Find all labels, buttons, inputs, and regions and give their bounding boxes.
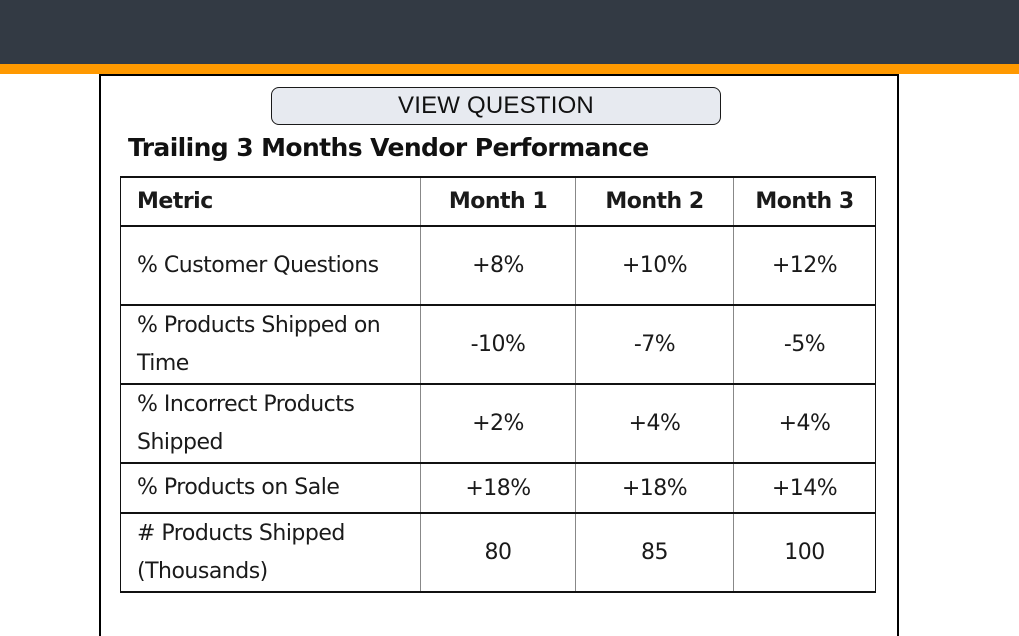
table-row: % Incorrect Products Shipped +2% +4% +4% — [120, 383, 876, 464]
column-header-metric: Metric — [120, 176, 421, 227]
value-cell: +8% — [420, 225, 576, 306]
value-cell: +12% — [733, 225, 876, 306]
column-header-month-2: Month 2 — [575, 176, 734, 227]
value-cell: +2% — [420, 383, 576, 464]
metric-cell: % Customer Questions — [120, 225, 421, 306]
value-cell: +4% — [575, 383, 734, 464]
table-row: # Products Shipped (Thousands) 80 85 100 — [120, 512, 876, 593]
vendor-performance-table: Metric Month 1 Month 2 Month 3 % Custome… — [120, 176, 876, 593]
value-cell: +4% — [733, 383, 876, 464]
top-header-bar — [0, 0, 1019, 64]
metric-cell: % Products on Sale — [120, 462, 421, 514]
document-title: Trailing 3 Months Vendor Performance — [128, 133, 649, 162]
column-header-month-1: Month 1 — [420, 176, 576, 227]
metric-cell: % Products Shipped on Time — [120, 304, 421, 385]
table-header-row: Metric Month 1 Month 2 Month 3 — [120, 176, 876, 227]
value-cell: -10% — [420, 304, 576, 385]
value-cell: -7% — [575, 304, 734, 385]
table-row: % Products Shipped on Time -10% -7% -5% — [120, 304, 876, 385]
view-question-button[interactable]: VIEW QUESTION — [271, 87, 721, 125]
value-cell: -5% — [733, 304, 876, 385]
table-row: % Products on Sale +18% +18% +14% — [120, 462, 876, 514]
table-row: % Customer Questions +8% +10% +12% — [120, 225, 876, 306]
metric-cell: % Incorrect Products Shipped — [120, 383, 421, 464]
value-cell: +10% — [575, 225, 734, 306]
value-cell: +18% — [575, 462, 734, 514]
value-cell: 80 — [420, 512, 576, 593]
value-cell: +14% — [733, 462, 876, 514]
value-cell: 85 — [575, 512, 734, 593]
value-cell: 100 — [733, 512, 876, 593]
metric-cell: # Products Shipped (Thousands) — [120, 512, 421, 593]
header-accent-stripe — [0, 64, 1019, 74]
value-cell: +18% — [420, 462, 576, 514]
column-header-month-3: Month 3 — [733, 176, 876, 227]
